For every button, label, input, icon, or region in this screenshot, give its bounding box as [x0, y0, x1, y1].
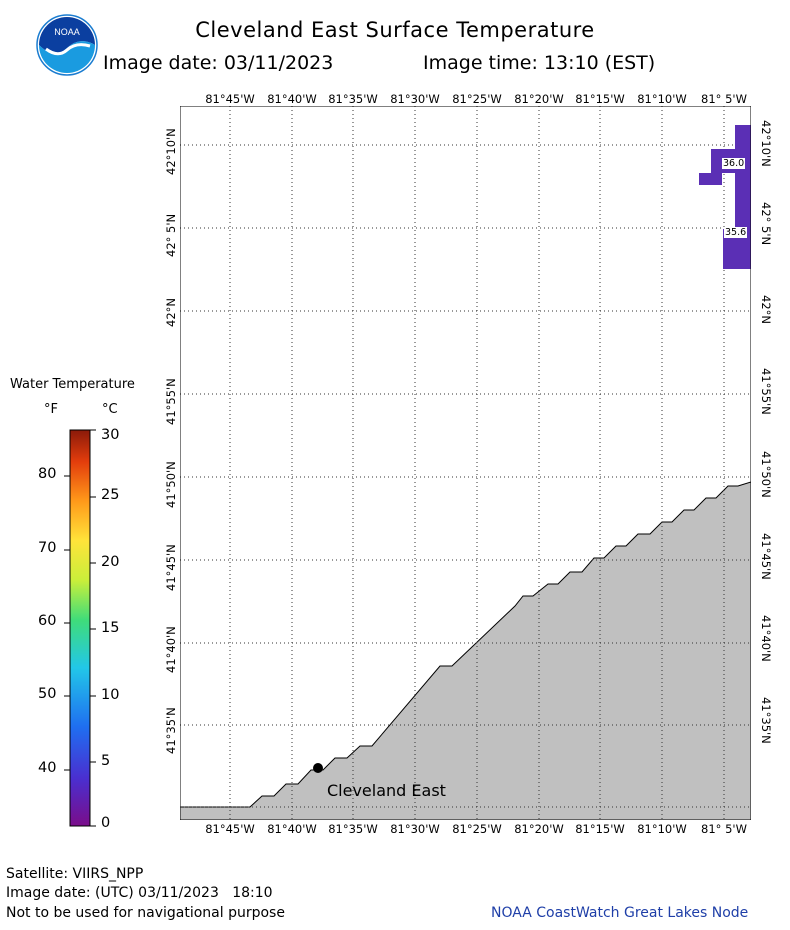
legend-f-tick: 40	[38, 760, 57, 776]
map-title: Cleveland East Surface Temperature	[195, 18, 595, 42]
lon-label: 81°30'W	[390, 92, 440, 106]
lon-label: 81°10'W	[637, 822, 687, 836]
lat-label: 41°55'N	[759, 368, 773, 415]
lon-label: 81°25'W	[452, 822, 502, 836]
lon-label: 81°45'W	[205, 822, 255, 836]
lon-label: 81°45'W	[205, 92, 255, 106]
lon-label: 81°25'W	[452, 92, 502, 106]
legend-unit-c: °C	[102, 402, 118, 417]
legend-c-tick: 10	[101, 687, 120, 703]
map-panel[interactable]	[180, 106, 751, 820]
footer-disclaimer: Not to be used for navigational purpose	[6, 905, 285, 921]
lat-label: 41°40'N	[759, 615, 773, 662]
lat-label: 41°35'N	[164, 707, 178, 754]
shoreline	[180, 481, 751, 808]
station-label: Cleveland East	[327, 781, 446, 800]
lon-label: 81°15'W	[575, 822, 625, 836]
legend-c-tick: 20	[101, 554, 120, 570]
temp-label: 35.6	[724, 227, 748, 238]
color-bar	[64, 429, 96, 827]
lat-label: 42°N	[759, 295, 773, 324]
lon-label: 81°20'W	[514, 92, 564, 106]
lat-label: 41°45'N	[759, 533, 773, 580]
legend-c-tick: 5	[101, 753, 111, 769]
legend-f-tick: 50	[38, 686, 57, 702]
lat-label: 41°40'N	[164, 626, 178, 673]
legend-c-tick: 0	[101, 815, 111, 831]
footer-satellite: Satellite: VIIRS_NPP	[6, 866, 144, 882]
legend-c-tick: 30	[101, 427, 120, 443]
lon-label: 81°15'W	[575, 92, 625, 106]
legend-c-tick: 25	[101, 487, 120, 503]
lon-label: 81° 5'W	[701, 822, 747, 836]
lat-label: 41°45'N	[164, 544, 178, 591]
lon-label: 81°20'W	[514, 822, 564, 836]
noaa-logo: NOAA	[36, 14, 98, 76]
lat-label: 41°35'N	[759, 697, 773, 744]
image-date: Image date: 03/11/2023	[103, 52, 334, 74]
lat-label: 41°50'N	[759, 451, 773, 498]
lon-label: 81°40'W	[267, 92, 317, 106]
station-marker[interactable]	[313, 763, 323, 773]
lon-label: 81°10'W	[637, 92, 687, 106]
legend-title: Water Temperature	[10, 377, 135, 392]
legend-f-tick: 60	[38, 613, 57, 629]
lon-label: 81°35'W	[328, 92, 378, 106]
lon-label: 81° 5'W	[701, 92, 747, 106]
temp-label: 36.0	[722, 158, 746, 169]
footer-credit[interactable]: NOAA CoastWatch Great Lakes Node	[491, 905, 749, 921]
lat-label: 42° 5'N	[164, 213, 178, 257]
legend-f-tick: 70	[38, 540, 57, 556]
graticule	[180, 106, 751, 820]
legend-f-tick: 80	[38, 466, 57, 482]
logo-text: NOAA	[54, 27, 80, 37]
legend-c-tick: 15	[101, 620, 120, 636]
lon-label: 81°40'W	[267, 822, 317, 836]
image-time: Image time: 13:10 (EST)	[423, 52, 656, 74]
lat-label: 42°10'N	[164, 128, 178, 175]
footer-image-date: Image date: (UTC) 03/11/2023 18:10	[6, 885, 273, 901]
lat-label: 41°55'N	[164, 378, 178, 425]
lat-label: 42° 5'N	[759, 202, 773, 246]
lat-label: 42°10'N	[759, 120, 773, 167]
legend-unit-f: °F	[44, 402, 58, 417]
lon-label: 81°35'W	[328, 822, 378, 836]
lon-label: 81°30'W	[390, 822, 440, 836]
lat-label: 41°50'N	[164, 461, 178, 508]
lat-label: 42°N	[164, 298, 178, 327]
land-area	[180, 482, 751, 820]
